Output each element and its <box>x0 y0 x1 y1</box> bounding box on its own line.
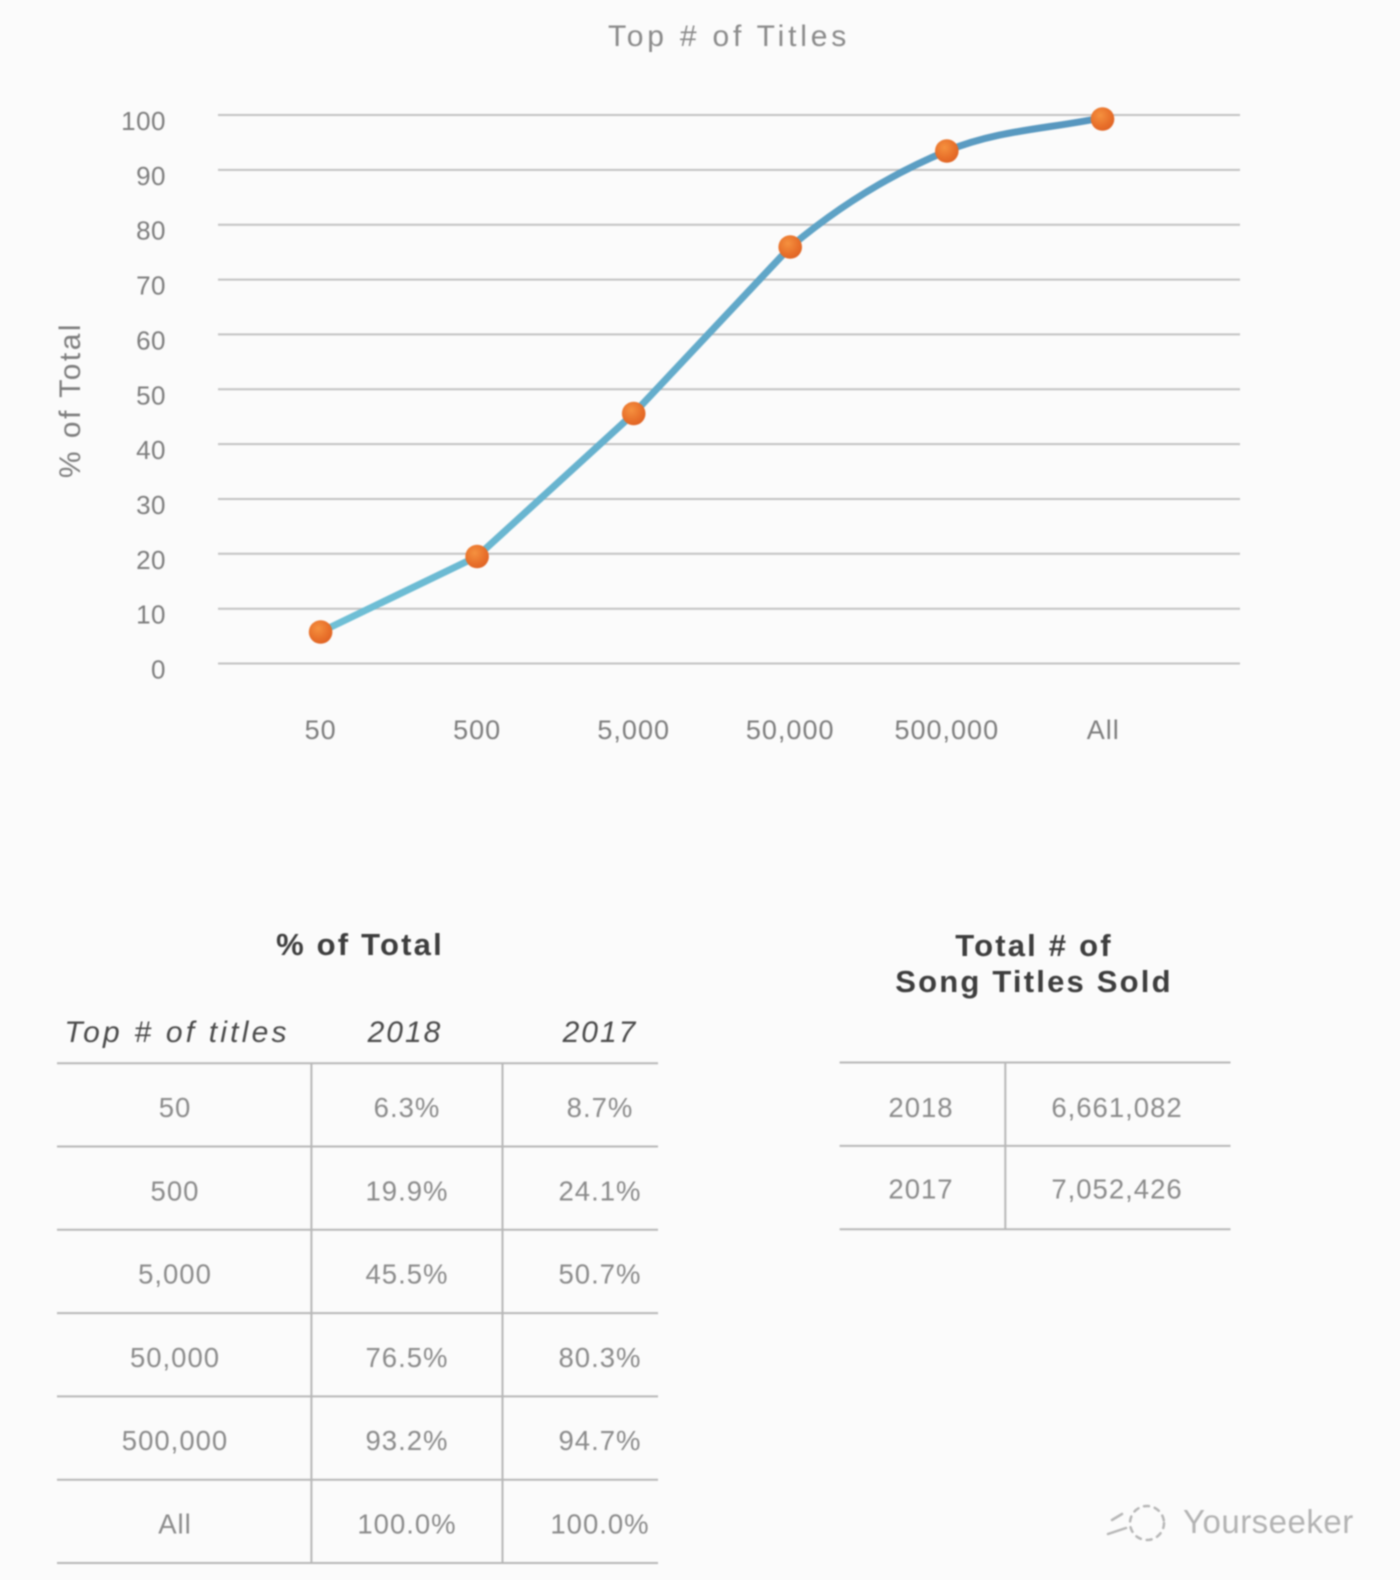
svg-text:24.1%: 24.1% <box>559 1175 642 1206</box>
svg-text:6.3%: 6.3% <box>374 1092 441 1123</box>
svg-text:500: 500 <box>453 715 501 745</box>
svg-text:All: All <box>1087 715 1120 745</box>
svg-text:19.9%: 19.9% <box>366 1175 449 1206</box>
svg-text:500: 500 <box>151 1175 200 1206</box>
svg-text:7,052,426: 7,052,426 <box>1051 1174 1182 1205</box>
svg-text:5,000: 5,000 <box>597 715 670 745</box>
svg-text:Song Titles Sold: Song Titles Sold <box>895 964 1172 999</box>
svg-text:Yourseeker: Yourseeker <box>1183 1503 1354 1540</box>
svg-text:60: 60 <box>136 325 166 355</box>
svg-text:Top # of titles: Top # of titles <box>64 1016 289 1049</box>
svg-text:30: 30 <box>136 490 166 520</box>
svg-text:All: All <box>158 1509 192 1540</box>
svg-text:94.7%: 94.7% <box>559 1425 642 1456</box>
svg-text:2017: 2017 <box>562 1016 638 1049</box>
svg-text:5,000: 5,000 <box>138 1259 212 1290</box>
svg-text:% of Total: % of Total <box>276 927 444 962</box>
svg-text:10: 10 <box>136 600 166 630</box>
svg-text:2018: 2018 <box>888 1092 953 1123</box>
svg-text:80.3%: 80.3% <box>559 1342 642 1373</box>
svg-text:50: 50 <box>136 380 166 410</box>
svg-text:Top # of Titles: Top # of Titles <box>608 20 850 53</box>
svg-text:50,000: 50,000 <box>746 715 835 745</box>
svg-text:70: 70 <box>136 271 166 301</box>
svg-text:% of Total: % of Total <box>54 322 87 478</box>
svg-text:2018: 2018 <box>367 1016 443 1049</box>
svg-text:2017: 2017 <box>888 1174 953 1205</box>
svg-text:100.0%: 100.0% <box>357 1509 456 1540</box>
svg-text:80: 80 <box>136 216 166 246</box>
svg-text:20: 20 <box>136 545 166 575</box>
svg-text:90: 90 <box>136 161 166 191</box>
svg-text:8.7%: 8.7% <box>567 1092 634 1123</box>
svg-text:50,000: 50,000 <box>130 1342 220 1373</box>
svg-text:100.0%: 100.0% <box>550 1509 649 1540</box>
svg-text:500,000: 500,000 <box>122 1425 228 1456</box>
svg-text:50.7%: 50.7% <box>559 1259 642 1290</box>
svg-text:6,661,082: 6,661,082 <box>1051 1092 1182 1123</box>
svg-text:93.2%: 93.2% <box>366 1425 449 1456</box>
svg-text:50: 50 <box>305 715 337 745</box>
svg-text:100: 100 <box>121 106 166 136</box>
svg-text:Total # of: Total # of <box>955 928 1112 963</box>
svg-text:50: 50 <box>159 1092 192 1123</box>
svg-text:45.5%: 45.5% <box>366 1259 449 1290</box>
svg-text:0: 0 <box>151 655 166 685</box>
svg-text:40: 40 <box>136 435 166 465</box>
svg-text:76.5%: 76.5% <box>366 1342 449 1373</box>
svg-text:500,000: 500,000 <box>894 715 999 745</box>
